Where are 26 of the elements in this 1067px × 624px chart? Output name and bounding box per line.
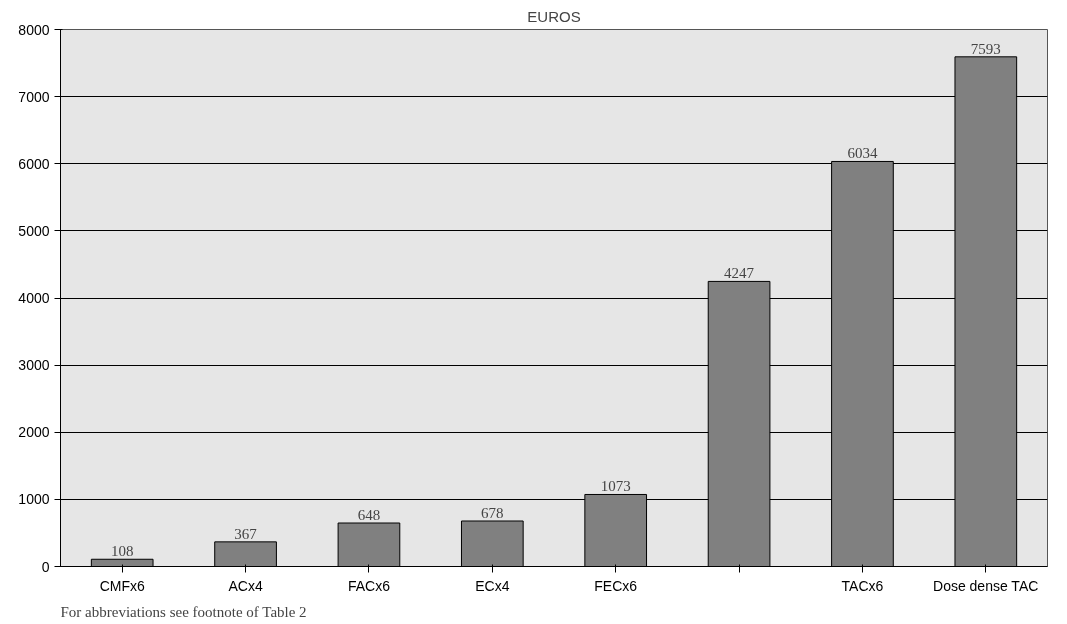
data-label: 6034: [847, 145, 878, 162]
data-label: 367: [234, 525, 258, 542]
y-tick-label: 3000: [18, 357, 50, 374]
y-tick-label: 5000: [18, 222, 50, 239]
y-tick-label: 7000: [18, 88, 50, 105]
data-label: 7593: [970, 40, 1001, 57]
text: For abbreviations see footnote of Table 2: [60, 603, 307, 620]
x-tick-label: FECx6: [594, 577, 638, 594]
data-label: 108: [110, 543, 134, 560]
data-label: 1073: [600, 478, 631, 495]
x-tick-label: FACx6: [347, 577, 391, 594]
x-tick-label: TACx6: [841, 577, 884, 594]
x-tick-label: CMFx6: [99, 577, 145, 594]
y-tick-label: 1000: [18, 491, 50, 508]
y-tick-label: 0: [41, 558, 50, 575]
y-tick-label: 2000: [18, 424, 50, 441]
y-tick-label: 8000: [18, 21, 50, 38]
data-label: 4247: [724, 265, 755, 282]
x-tick-label: Dose dense TAC: [933, 577, 1039, 594]
x-tick-label: ACx4: [228, 577, 263, 594]
y-tick-label: 4000: [18, 290, 50, 306]
chart-title: EUROS: [527, 7, 581, 25]
x-tick-label: ECx4: [475, 577, 510, 594]
y-tick-label: 6000: [18, 155, 50, 172]
data-label: 678: [481, 504, 504, 521]
data-label: 648: [357, 507, 381, 523]
